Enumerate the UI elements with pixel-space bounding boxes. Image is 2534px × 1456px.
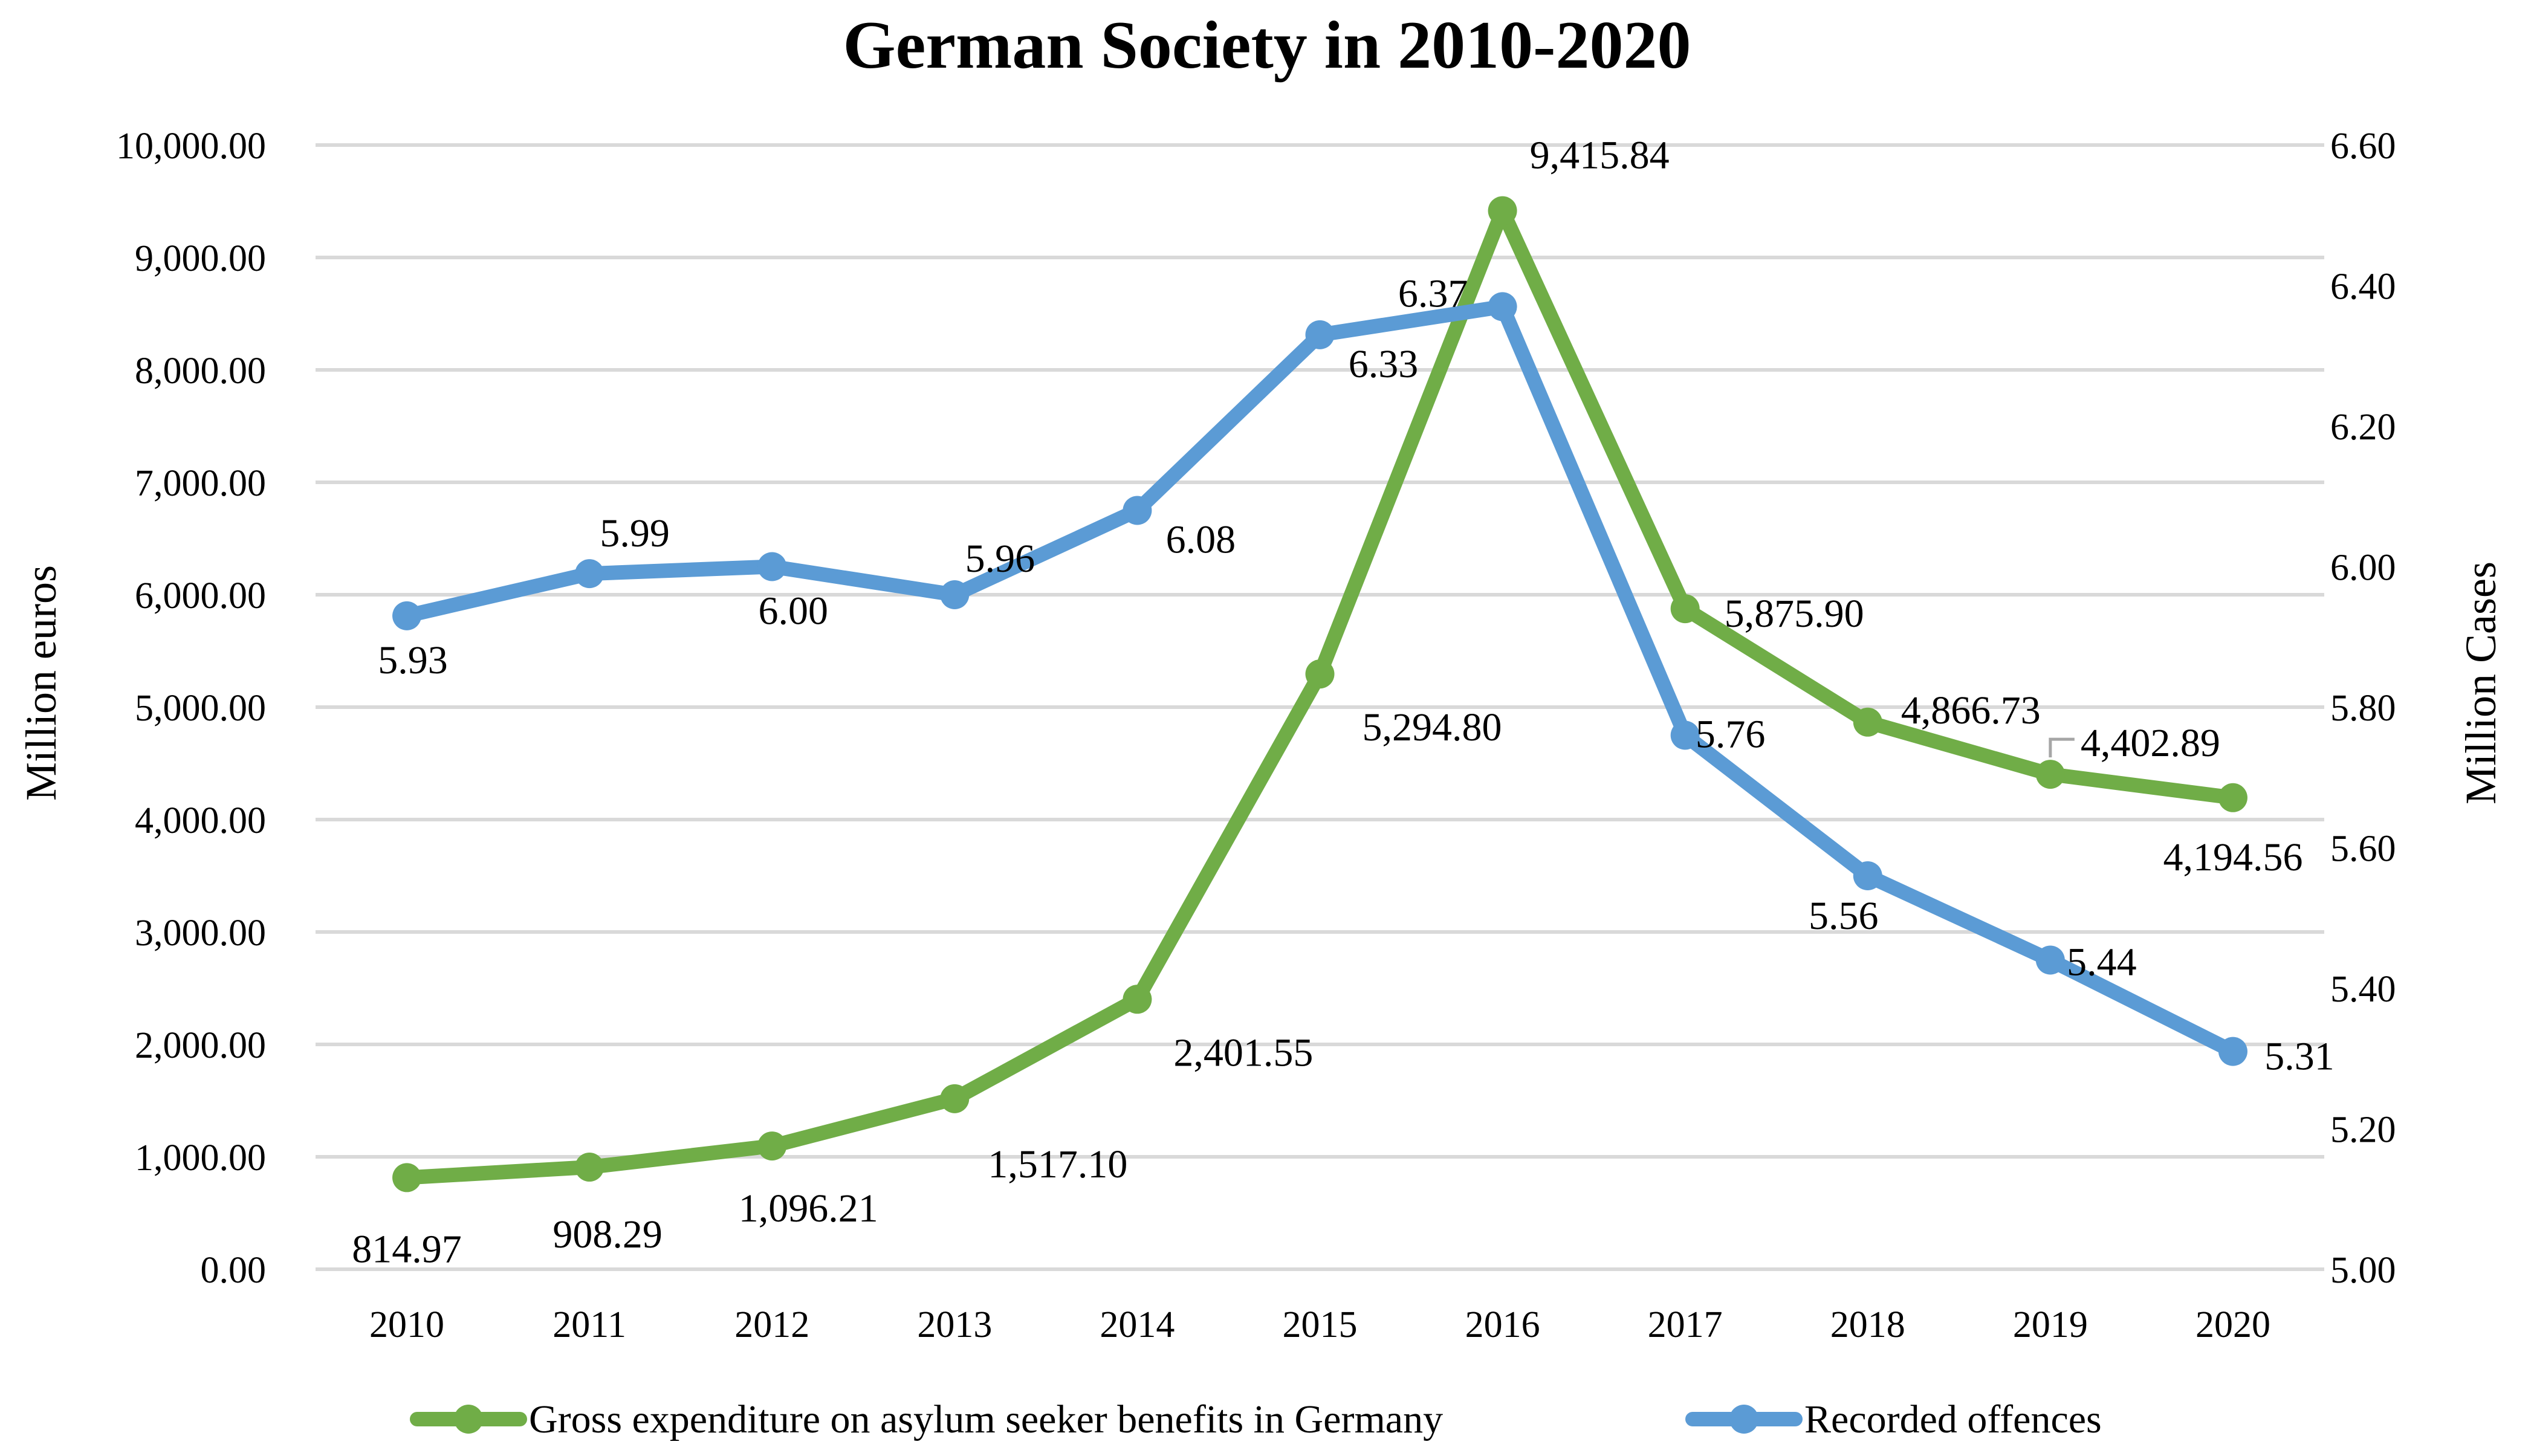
expenditure-data-label: 5,875.90 [1725, 592, 1864, 636]
expenditure-point[interactable] [575, 1153, 604, 1182]
x-tick-label: 2014 [1100, 1304, 1175, 1345]
y2-tick-label: 5.20 [2330, 1110, 2396, 1151]
legend-offences-marker[interactable] [1729, 1405, 1758, 1434]
legend-offences-label[interactable]: Recorded offences [1804, 1397, 2102, 1441]
offences-point[interactable] [392, 601, 422, 630]
offences-data-label: 6.00 [758, 589, 828, 633]
y-tick-label: 8,000.00 [135, 351, 266, 392]
y2-tick-label: 5.00 [2330, 1250, 2396, 1291]
chart-title: German Society in 2010-2020 [843, 8, 1691, 83]
leader-line [2049, 737, 2075, 758]
y-tick-label: 7,000.00 [135, 463, 266, 504]
offences-data-label: 5.93 [378, 638, 448, 682]
x-tick-label: 2012 [734, 1304, 809, 1345]
y2-tick-label: 5.60 [2330, 829, 2396, 870]
offences-data-label: 6.37 [1398, 271, 1468, 315]
offences-point[interactable] [940, 580, 970, 609]
y-tick-label: 4,000.00 [135, 800, 266, 841]
legend-expenditure-label[interactable]: Gross expenditure on asylum seeker benef… [529, 1397, 1443, 1441]
legend-expenditure-marker[interactable] [454, 1405, 483, 1434]
expenditure-data-label: 814.97 [352, 1227, 462, 1271]
expenditure-point[interactable] [1123, 985, 1152, 1014]
y2-tick-label: 6.60 [2330, 126, 2396, 167]
expenditure-point[interactable] [1488, 196, 1517, 225]
y-tick-label: 3,000.00 [135, 913, 266, 954]
offences-point[interactable] [1488, 292, 1517, 322]
offences-data-label: 5.96 [965, 537, 1035, 581]
legend[interactable]: Gross expenditure on asylum seeker benef… [410, 1397, 2102, 1441]
offences-data-label: 5.31 [2264, 1035, 2335, 1079]
y-tick-label: 9,000.00 [135, 238, 266, 279]
series [392, 196, 2247, 1192]
x-tick-label: 2017 [1648, 1304, 1723, 1345]
offences-data-label: 6.33 [1349, 342, 1419, 386]
y-tick-label: 10,000.00 [116, 126, 266, 167]
offences-point[interactable] [2218, 1037, 2247, 1066]
expenditure-point[interactable] [940, 1084, 970, 1113]
expenditure-data-label: 5,294.80 [1363, 705, 1502, 749]
expenditure-data-label: 2,401.55 [1173, 1031, 1313, 1075]
expenditure-point[interactable] [392, 1163, 422, 1192]
expenditure-data-label: 1,517.10 [988, 1142, 1127, 1186]
x-tick-label: 2015 [1283, 1304, 1358, 1345]
y2-tick-label: 5.80 [2330, 688, 2396, 729]
y2-tick-label: 5.40 [2330, 969, 2396, 1010]
offences-point[interactable] [1853, 861, 1882, 890]
data-labels: 814.97 908.29 1,096.21 1,517.10 2,401.55 5,29… [352, 134, 2334, 1272]
offences-point[interactable] [1305, 320, 1335, 349]
offences-data-label: 5.44 [2067, 940, 2137, 985]
y2-tick-label: 6.20 [2330, 407, 2396, 448]
offences-data-label: 5.56 [1809, 894, 1879, 938]
x-tick-label: 2019 [2013, 1304, 2088, 1345]
offences-point[interactable] [1670, 720, 1700, 750]
expenditure-data-label: 9,415.84 [1530, 134, 1670, 178]
x-tick-label: 2013 [917, 1304, 992, 1345]
x-tick-label: 2016 [1465, 1304, 1540, 1345]
expenditure-point[interactable] [2218, 783, 2247, 812]
expenditure-data-label: 4,402.89 [2081, 721, 2220, 765]
offences-point[interactable] [575, 559, 604, 589]
expenditure-data-label: 908.29 [552, 1212, 663, 1257]
y2-tick-label: 6.40 [2330, 267, 2396, 308]
offences-point[interactable] [2035, 945, 2065, 975]
y-tick-label: 5,000.00 [135, 688, 266, 729]
x-tick-label: 2018 [1830, 1304, 1905, 1345]
x-tick-label: 2020 [2195, 1304, 2270, 1345]
offences-data-label: 5.99 [600, 511, 670, 555]
offences-data-label: 6.08 [1166, 518, 1236, 562]
expenditure-data-label: 4,194.56 [2163, 835, 2302, 879]
y-tick-label: 1,000.00 [135, 1137, 266, 1179]
x-tick-label: 2011 [552, 1304, 626, 1345]
y2-axis-title: Million Cases [2457, 561, 2505, 804]
offences-point[interactable] [1123, 496, 1152, 525]
offences-data-label: 5.76 [1696, 713, 1766, 757]
offences-point[interactable] [757, 552, 787, 581]
expenditure-point[interactable] [2035, 760, 2065, 789]
expenditure-point[interactable] [1305, 659, 1335, 689]
expenditure-point[interactable] [1670, 594, 1700, 624]
y-tick-label: 6,000.00 [135, 575, 266, 616]
y2-tick-label: 6.00 [2330, 548, 2396, 589]
axes: 0.00 1,000.00 2,000.00 3,000.00 4,000.00 5,00… [116, 126, 2396, 1345]
x-tick-label: 2010 [369, 1304, 444, 1345]
expenditure-data-label: 1,096.21 [739, 1186, 878, 1231]
y-axis-title: Million euros [17, 565, 65, 801]
expenditure-data-label: 4,866.73 [1901, 688, 2041, 733]
expenditure-point[interactable] [1853, 707, 1882, 737]
y-tick-label: 0.00 [201, 1250, 267, 1291]
y-tick-label: 2,000.00 [135, 1025, 266, 1066]
expenditure-point[interactable] [757, 1131, 787, 1161]
